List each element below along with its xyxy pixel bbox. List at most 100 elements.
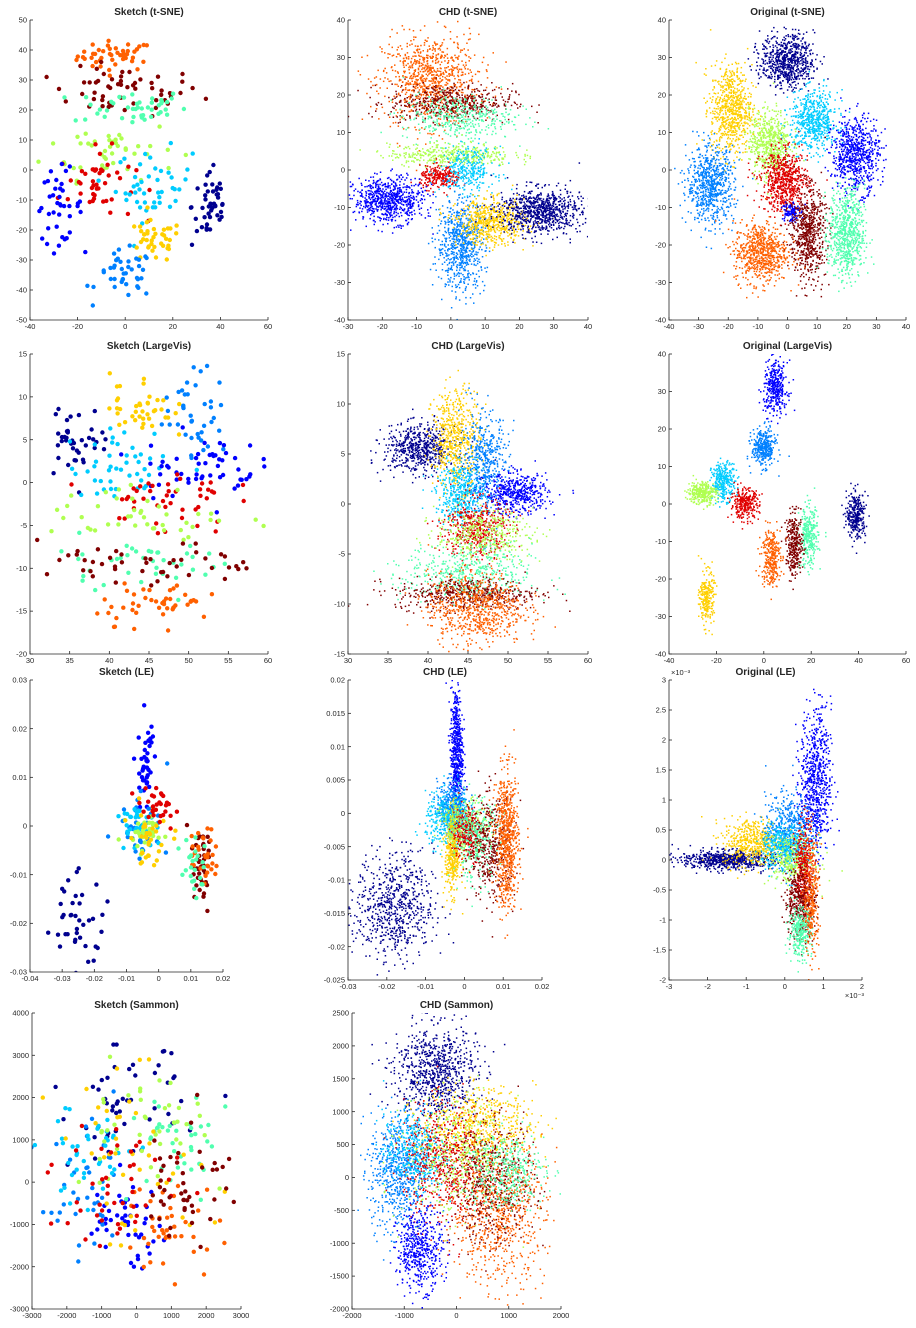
data-point bbox=[464, 240, 466, 242]
data-point bbox=[388, 198, 390, 200]
data-point bbox=[395, 195, 397, 198]
data-point bbox=[434, 108, 436, 110]
data-point bbox=[460, 244, 462, 246]
data-point bbox=[395, 115, 398, 117]
data-point bbox=[403, 66, 405, 68]
data-point bbox=[90, 179, 96, 184]
data-point bbox=[451, 115, 454, 118]
data-point bbox=[417, 192, 420, 194]
data-point bbox=[416, 82, 419, 85]
data-point bbox=[387, 185, 389, 188]
data-point bbox=[477, 152, 480, 154]
data-point bbox=[415, 108, 418, 111]
data-point bbox=[391, 99, 393, 101]
data-point bbox=[408, 192, 410, 194]
data-point bbox=[432, 106, 435, 109]
data-point bbox=[469, 69, 471, 71]
data-point bbox=[415, 195, 418, 198]
data-point bbox=[450, 68, 452, 70]
data-point bbox=[435, 128, 437, 131]
data-point bbox=[458, 154, 460, 156]
data-point bbox=[492, 196, 494, 198]
data-point bbox=[493, 209, 495, 212]
data-point bbox=[428, 73, 430, 75]
data-point bbox=[439, 57, 442, 59]
data-point bbox=[363, 200, 366, 202]
data-point bbox=[481, 159, 484, 162]
data-point bbox=[455, 99, 457, 101]
data-point bbox=[465, 199, 468, 202]
data-point bbox=[427, 115, 430, 118]
data-point bbox=[466, 196, 469, 199]
data-point bbox=[435, 179, 437, 181]
data-point bbox=[78, 63, 83, 69]
data-point bbox=[495, 206, 498, 208]
data-point bbox=[394, 83, 396, 86]
data-point bbox=[500, 120, 502, 122]
data-point bbox=[435, 58, 438, 60]
data-point bbox=[453, 275, 456, 277]
data-point bbox=[445, 221, 447, 224]
data-point bbox=[392, 106, 394, 109]
data-point bbox=[384, 212, 387, 215]
data-point bbox=[460, 171, 463, 174]
data-point bbox=[434, 246, 436, 249]
data-point bbox=[412, 77, 414, 79]
data-point bbox=[458, 287, 461, 289]
data-point bbox=[519, 105, 521, 108]
data-point bbox=[459, 113, 461, 115]
data-point bbox=[359, 149, 361, 151]
data-point bbox=[396, 49, 398, 51]
data-point bbox=[54, 224, 59, 229]
data-point bbox=[424, 165, 427, 167]
data-point bbox=[476, 178, 478, 180]
data-point bbox=[452, 230, 454, 232]
data-point bbox=[489, 221, 491, 223]
data-point bbox=[341, 213, 343, 215]
data-point bbox=[465, 120, 467, 123]
data-point bbox=[153, 231, 158, 236]
data-point bbox=[220, 201, 225, 207]
data-point bbox=[511, 206, 513, 208]
data-point bbox=[448, 80, 451, 82]
data-point bbox=[380, 218, 382, 220]
data-point bbox=[473, 150, 476, 153]
data-point bbox=[501, 161, 503, 163]
data-point bbox=[155, 74, 161, 79]
data-point bbox=[481, 182, 483, 184]
data-point bbox=[495, 132, 497, 135]
data-point bbox=[450, 120, 452, 122]
data-point bbox=[450, 215, 452, 218]
data-point bbox=[448, 221, 450, 223]
data-point bbox=[439, 116, 442, 118]
data-point bbox=[462, 105, 465, 107]
data-point bbox=[422, 186, 425, 189]
data-point bbox=[451, 86, 453, 88]
data-point bbox=[407, 202, 409, 204]
data-point bbox=[483, 198, 485, 200]
data-point bbox=[480, 101, 483, 104]
data-point bbox=[395, 56, 398, 58]
data-point bbox=[423, 44, 426, 46]
data-point bbox=[421, 68, 423, 71]
data-point bbox=[386, 214, 388, 217]
data-point bbox=[441, 44, 443, 46]
data-point bbox=[97, 171, 102, 176]
data-point bbox=[432, 60, 434, 62]
data-point bbox=[455, 158, 457, 161]
data-point bbox=[460, 217, 462, 220]
data-point bbox=[383, 201, 386, 203]
data-point bbox=[474, 195, 476, 198]
data-point bbox=[446, 157, 449, 159]
data-point bbox=[450, 126, 452, 128]
data-point bbox=[476, 205, 478, 207]
data-point bbox=[406, 172, 408, 175]
data-point bbox=[454, 163, 457, 166]
data-point bbox=[442, 179, 445, 182]
data-point bbox=[468, 79, 471, 82]
data-point bbox=[372, 200, 374, 203]
data-point bbox=[419, 58, 421, 61]
data-point bbox=[415, 83, 417, 85]
data-point bbox=[421, 174, 424, 177]
data-point bbox=[445, 70, 447, 73]
